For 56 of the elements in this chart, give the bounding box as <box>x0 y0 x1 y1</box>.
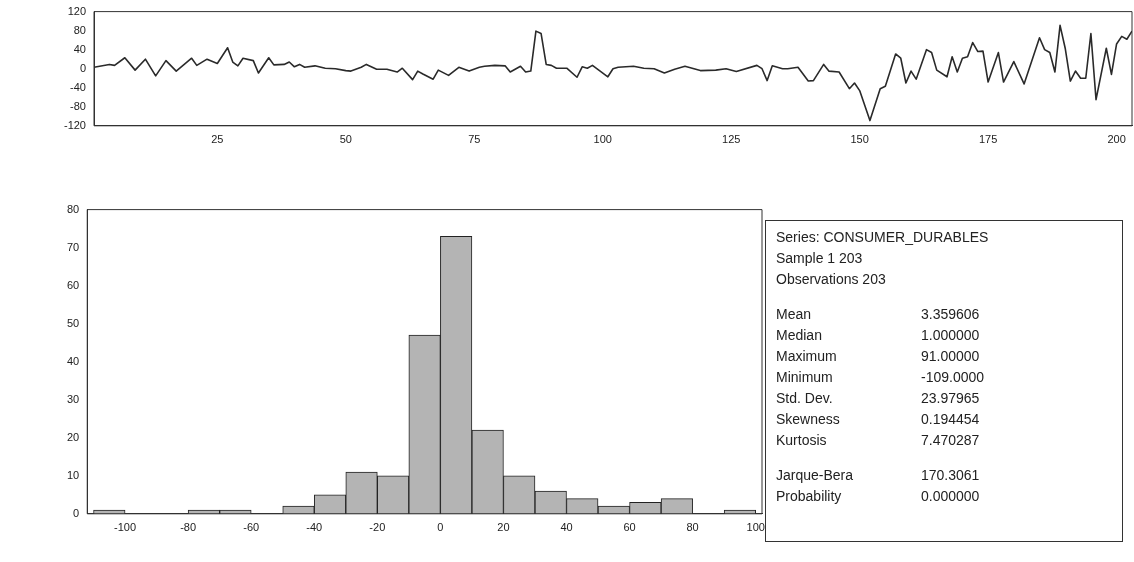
text: Sample 1 203 <box>776 249 864 268</box>
x-tick-label: -20 <box>369 521 386 534</box>
x-tick-label: 25 <box>211 133 224 146</box>
x-tick-label: -100 <box>114 521 137 534</box>
y-tick-label: -80 <box>70 99 86 112</box>
y-tick-label: 50 <box>66 316 80 329</box>
y-tick-label: -40 <box>70 80 86 93</box>
x-tick-label: 125 <box>722 133 741 146</box>
text: Observations 203 <box>776 270 887 289</box>
text: 170.3061 <box>921 466 980 485</box>
y-tick-label: 30 <box>66 392 80 405</box>
y-tick-label: 70 <box>66 240 80 253</box>
x-tick-label: 100 <box>593 133 612 146</box>
x-tick-label: -80 <box>180 521 197 534</box>
text: 23.97965 <box>921 389 980 408</box>
text: Minimum <box>776 368 834 387</box>
text: Skewness <box>776 410 841 429</box>
y-tick-label: 60 <box>66 278 80 291</box>
y-tick-label: -120 <box>63 118 86 131</box>
text: 0.194454 <box>921 410 980 429</box>
text: 0.000000 <box>921 487 980 506</box>
x-tick-label: 175 <box>978 133 998 146</box>
text: Kurtosis <box>776 431 828 450</box>
y-tick-label: 40 <box>73 42 86 55</box>
x-tick-label: 200 <box>1107 133 1126 146</box>
text: Series: CONSUMER_DURABLES <box>776 228 990 247</box>
y-tick-label: 0 <box>73 506 80 519</box>
text: Std. Dev. <box>776 389 834 408</box>
y-tick-label: 40 <box>66 354 80 367</box>
text: 7.470287 <box>921 431 980 450</box>
x-tick-label: 40 <box>560 521 573 534</box>
x-tick-label: 150 <box>850 133 869 146</box>
text: Median <box>776 326 823 345</box>
text: 1.000000 <box>921 326 980 345</box>
x-tick-label: 50 <box>339 133 352 146</box>
text: Maximum <box>776 347 838 366</box>
x-tick-label: 80 <box>686 521 699 534</box>
y-tick-label: 20 <box>66 430 80 443</box>
y-tick-label: 120 <box>67 4 86 17</box>
x-tick-label: 75 <box>468 133 481 146</box>
x-tick-label: -40 <box>306 521 323 534</box>
y-tick-label: 0 <box>79 61 86 74</box>
y-tick-label: 10 <box>66 468 80 481</box>
x-tick-label: -60 <box>243 521 260 534</box>
text: Jarque-Bera <box>776 466 855 485</box>
x-tick-label: 0 <box>437 521 444 534</box>
text: 3.359606 <box>921 305 980 324</box>
text: -109.0000 <box>921 368 985 387</box>
text: Mean <box>776 305 813 324</box>
y-tick-label: 80 <box>73 23 86 36</box>
x-tick-label: 60 <box>623 521 636 534</box>
text: Probability <box>776 487 843 506</box>
x-tick-label: 20 <box>497 521 510 534</box>
x-tick-label: 100 <box>746 521 765 534</box>
text: 91.00000 <box>921 347 980 366</box>
y-tick-label: 80 <box>66 202 80 215</box>
